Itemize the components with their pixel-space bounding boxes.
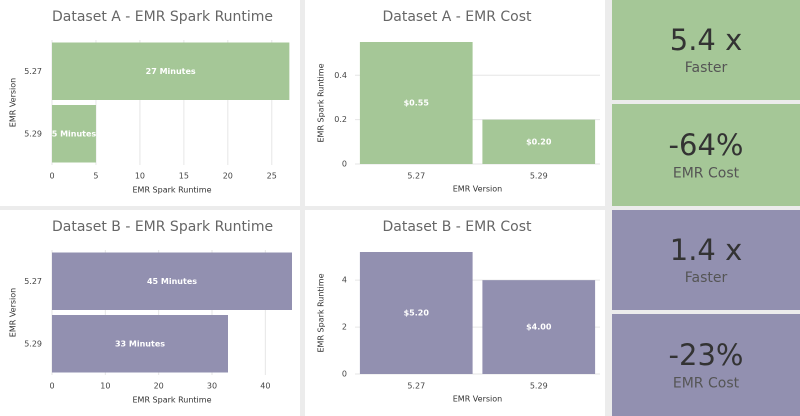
- x-tick-label: 20: [223, 172, 233, 181]
- x-tick-label: 5.27: [407, 172, 425, 181]
- panel-background: [0, 210, 300, 416]
- x-tick-label: 25: [267, 172, 277, 181]
- kpi-tile: -23% EMR Cost: [612, 314, 800, 416]
- bar-value-label: $0.55: [404, 99, 430, 108]
- chart-title: Dataset A - EMR Spark Runtime: [52, 9, 273, 25]
- y-tick-label: 0: [342, 370, 347, 379]
- bar: [359, 42, 473, 164]
- bar: [52, 105, 96, 163]
- bar: [52, 252, 292, 310]
- x-axis-title: EMR Spark Runtime: [133, 396, 212, 405]
- y-tick-label: 0.4: [334, 71, 347, 80]
- bar: [482, 119, 596, 164]
- x-tick-label: 0: [49, 382, 54, 391]
- x-tick-label: 20: [154, 382, 164, 391]
- kpi-background: [612, 314, 800, 416]
- x-axis-title: EMR Version: [453, 185, 502, 194]
- x-tick-label: 30: [207, 382, 217, 391]
- kpi-tile: 5.4 x Faster: [612, 0, 800, 100]
- bar-value-label: 5 Minutes: [52, 129, 97, 138]
- bar-value-label: $0.20: [526, 137, 552, 146]
- kpi-background: [612, 0, 800, 100]
- bar: [52, 42, 290, 100]
- bar-value-label: 27 Minutes: [146, 67, 196, 76]
- y-tick-label: 5.27: [24, 67, 42, 76]
- bar: [482, 280, 596, 374]
- x-tick-label: 0: [49, 172, 54, 181]
- y-tick-label: 5.27: [24, 277, 42, 286]
- kpi-label: EMR Cost: [673, 165, 740, 181]
- kpi-tile: 1.4 x Faster: [612, 210, 800, 310]
- bar-value-label: $5.20: [404, 309, 430, 318]
- y-axis-title: EMR Spark Runtime: [317, 273, 326, 352]
- x-tick-label: 10: [100, 382, 110, 391]
- kpi-background: [612, 104, 800, 206]
- y-tick-label: 0.2: [334, 115, 347, 124]
- chart-panel: Dataset B - EMR Cost 0 2 4 EMR Version EMR Sp…: [305, 210, 605, 416]
- y-tick-label: 2: [342, 323, 347, 332]
- kpi-label: Faster: [685, 60, 728, 76]
- x-axis-title: EMR Version: [453, 395, 502, 404]
- kpi-value: -23%: [669, 338, 744, 372]
- chart-panel: Dataset B - EMR Spark Runtime 0 10 20 30 40 EM…: [0, 210, 300, 416]
- bar: [52, 315, 228, 373]
- x-tick-label: 5.27: [407, 382, 425, 391]
- y-tick-label: 5.29: [24, 129, 42, 138]
- chart-title: Dataset B - EMR Spark Runtime: [52, 219, 273, 235]
- x-tick-label: 10: [135, 172, 145, 181]
- y-axis-title: EMR Version: [9, 288, 18, 337]
- kpi-label: Faster: [685, 270, 728, 286]
- x-tick-label: 5.29: [530, 172, 548, 181]
- chart-panel: Dataset A - EMR Cost 0 0.2 0.4 EMR Version EM…: [305, 0, 605, 206]
- bar: [359, 252, 473, 374]
- kpi-value: 5.4 x: [670, 23, 743, 57]
- y-axis-title: EMR Version: [9, 78, 18, 127]
- bar-value-label: 33 Minutes: [115, 339, 165, 348]
- y-axis-title: EMR Spark Runtime: [317, 63, 326, 142]
- panel-background: [0, 0, 300, 206]
- x-tick-label: 40: [260, 382, 270, 391]
- bar-value-label: $4.00: [526, 323, 552, 332]
- x-tick-label: 15: [179, 172, 189, 181]
- chart-title: Dataset A - EMR Cost: [382, 9, 532, 25]
- kpi-tile: -64% EMR Cost: [612, 104, 800, 206]
- y-tick-label: 5.29: [24, 339, 42, 348]
- kpi-value: 1.4 x: [670, 233, 743, 267]
- bar-value-label: 45 Minutes: [147, 277, 197, 286]
- x-tick-label: 5.29: [530, 382, 548, 391]
- x-tick-label: 5: [93, 172, 98, 181]
- y-tick-label: 0: [342, 160, 347, 169]
- kpi-value: -64%: [669, 128, 744, 162]
- chart-title: Dataset B - EMR Cost: [382, 219, 532, 235]
- chart-panel: Dataset A - EMR Spark Runtime 0 5 10 15 20 25 E…: [0, 0, 300, 206]
- x-axis-title: EMR Spark Runtime: [133, 186, 212, 195]
- kpi-label: EMR Cost: [673, 375, 740, 391]
- kpi-background: [612, 210, 800, 310]
- y-tick-label: 4: [342, 276, 347, 285]
